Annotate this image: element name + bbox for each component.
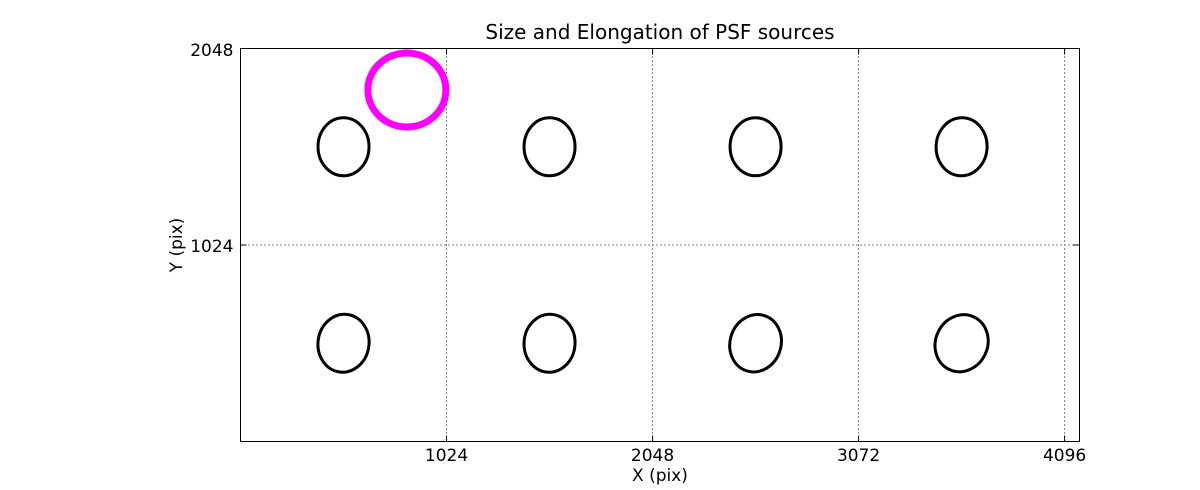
chart-title: Size and Elongation of PSF sources bbox=[485, 20, 835, 44]
psf-source-ellipse bbox=[522, 312, 577, 374]
x-tick-label: 2048 bbox=[630, 445, 675, 466]
y-tick-label: 2048 bbox=[190, 40, 234, 61]
psf-source-ellipse bbox=[728, 116, 783, 178]
axes-frame bbox=[240, 48, 1080, 442]
psf-source-ellipse bbox=[728, 313, 783, 374]
psf-source-ellipse bbox=[933, 313, 990, 374]
x-tick-label: 3072 bbox=[836, 445, 881, 466]
x-axis-label: X (pix) bbox=[632, 466, 688, 486]
psf-source-ellipse bbox=[316, 116, 371, 178]
psf-source-ellipse bbox=[522, 116, 577, 178]
x-tick-label: 4096 bbox=[1042, 445, 1087, 466]
highlight-reference-ellipse bbox=[364, 49, 450, 131]
x-tick-label: 1024 bbox=[424, 445, 469, 466]
y-axis-label: Y (pix) bbox=[167, 217, 187, 273]
y-tick-label: 1024 bbox=[190, 237, 234, 257]
psf-source-ellipse bbox=[316, 312, 371, 374]
psf-source-ellipse bbox=[934, 116, 989, 178]
